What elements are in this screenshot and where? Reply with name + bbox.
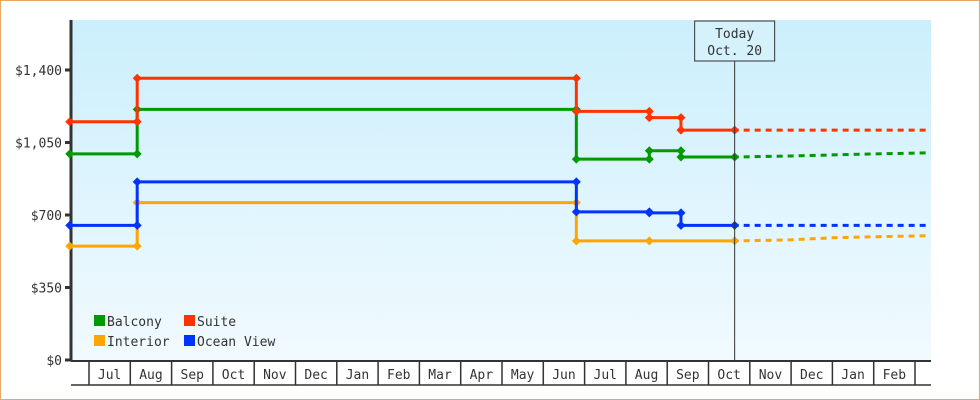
- data-point: [571, 154, 581, 164]
- data-point: [644, 236, 654, 246]
- data-point: [676, 125, 686, 135]
- y-tick-label: $1,400: [15, 64, 62, 79]
- y-tick-label: $350: [31, 282, 62, 297]
- y-tick-label: $700: [31, 209, 62, 224]
- series-suite: [65, 73, 929, 135]
- data-point: [676, 113, 686, 123]
- x-tick-label: Feb: [387, 368, 411, 383]
- x-tick-label: Apr: [470, 368, 494, 383]
- data-point: [65, 117, 75, 127]
- data-point: [644, 113, 654, 123]
- data-point: [676, 146, 686, 156]
- series-line: [69, 180, 735, 227]
- legend-label: Suite: [197, 315, 236, 330]
- data-point: [132, 241, 142, 251]
- today-marker: Today Oct. 20: [694, 20, 776, 360]
- x-tick-label: Oct: [222, 368, 245, 383]
- x-tick-label: Aug: [139, 368, 162, 383]
- x-tick-label: Jan: [346, 368, 369, 383]
- data-point: [65, 149, 75, 159]
- data-point: [676, 208, 686, 218]
- y-tick-label: $1,050: [15, 137, 62, 152]
- data-point: [676, 220, 686, 230]
- data-point: [571, 236, 581, 246]
- x-tick-label: May: [511, 368, 535, 383]
- legend-label: Interior: [107, 335, 170, 350]
- data-point: [644, 106, 654, 116]
- data-point: [132, 149, 142, 159]
- legend-item: Interior: [94, 335, 170, 350]
- legend-item: Balcony: [94, 315, 162, 330]
- x-tick-label: Nov: [263, 368, 287, 383]
- legend-label: Balcony: [107, 315, 162, 330]
- x-tick-label: Aug: [635, 368, 658, 383]
- data-point: [571, 177, 581, 187]
- legend-swatch: [184, 315, 195, 326]
- data-point: [644, 154, 654, 164]
- legend-swatch: [184, 335, 195, 346]
- x-tick-label: Jan: [841, 368, 864, 383]
- today-label: Today: [715, 27, 754, 42]
- x-tick-label: Jun: [552, 368, 575, 383]
- data-point: [132, 73, 142, 83]
- data-point: [65, 241, 75, 251]
- plot-area: [71, 20, 931, 360]
- data-point: [644, 208, 654, 218]
- x-tick-label: Oct: [717, 368, 740, 383]
- x-tick-label: Sep: [181, 368, 205, 383]
- forecast-line: [734, 151, 929, 159]
- data-point: [571, 106, 581, 116]
- x-tick-label: Nov: [759, 368, 783, 383]
- legend-item: Ocean View: [184, 335, 275, 350]
- forecast-line: [734, 234, 929, 243]
- y-tick-label: $0: [46, 354, 62, 369]
- legend-swatch: [94, 335, 105, 346]
- legend: Balcony Suite Interior Ocean View: [94, 315, 275, 350]
- x-tick-label: Dec: [304, 368, 327, 383]
- today-date: Oct. 20: [707, 44, 762, 59]
- x-tick-label: Jul: [594, 368, 617, 383]
- today-box: [694, 20, 776, 62]
- data-point: [676, 152, 686, 162]
- data-point: [571, 73, 581, 83]
- data-point: [132, 177, 142, 187]
- data-point: [644, 146, 654, 156]
- axes: $0 $350 $700 $1,050 $1,400 Jul Aug Sep Oct Nov Dec…: [15, 20, 931, 386]
- x-tick-label: Jul: [98, 368, 121, 383]
- x-tick-label: Sep: [676, 368, 700, 383]
- data-point: [571, 207, 581, 217]
- data-point: [132, 117, 142, 127]
- x-tick-label: Mar: [428, 368, 452, 383]
- legend-label: Ocean View: [197, 335, 275, 350]
- series-ocean-view: [65, 177, 929, 230]
- x-tick-label: Feb: [883, 368, 907, 383]
- data-point: [132, 220, 142, 230]
- series-line: [69, 76, 735, 132]
- x-tick-label: Dec: [800, 368, 823, 383]
- data-point: [65, 220, 75, 230]
- legend-item: Suite: [184, 315, 236, 330]
- legend-swatch: [94, 315, 105, 326]
